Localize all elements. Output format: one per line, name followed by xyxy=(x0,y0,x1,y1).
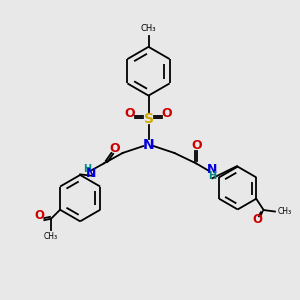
Text: CH₃: CH₃ xyxy=(44,232,58,241)
Text: N: N xyxy=(207,164,218,176)
Text: O: O xyxy=(125,107,135,120)
Text: CH₃: CH₃ xyxy=(277,207,291,216)
Text: N: N xyxy=(143,138,154,152)
Text: O: O xyxy=(162,107,172,120)
Text: N: N xyxy=(86,167,97,180)
Text: O: O xyxy=(191,139,202,152)
Text: O: O xyxy=(110,142,120,155)
Text: O: O xyxy=(35,209,45,222)
Text: H: H xyxy=(83,164,91,174)
Text: CH₃: CH₃ xyxy=(141,25,156,34)
Text: S: S xyxy=(143,112,154,126)
Text: H: H xyxy=(208,171,217,181)
Text: O: O xyxy=(252,213,262,226)
